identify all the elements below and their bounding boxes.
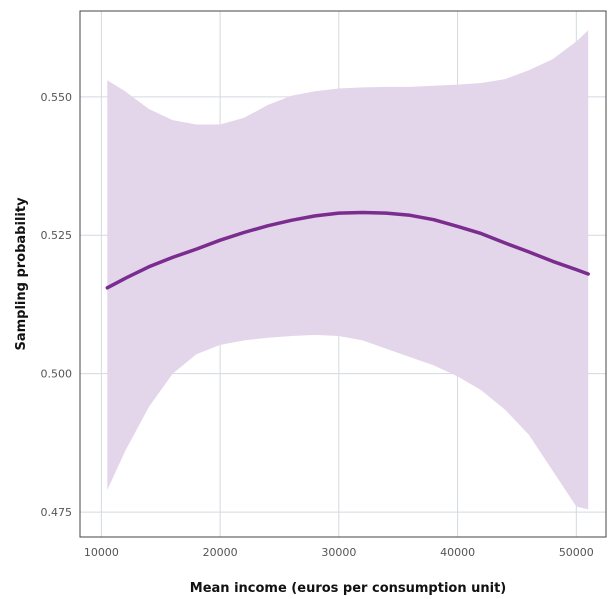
series-line [105, 210, 590, 290]
x-tick-label: 20000 [203, 546, 238, 559]
x-tick-label: 40000 [440, 546, 475, 559]
x-tick-label: 30000 [321, 546, 356, 559]
y-axis-title: Sampling probability [14, 197, 29, 351]
y-tick-label: 0.475 [41, 506, 73, 519]
x-tick-label: 10000 [84, 546, 119, 559]
x-tick-label: 50000 [559, 546, 594, 559]
confidence-band [107, 30, 589, 510]
y-tick-label: 0.550 [41, 91, 73, 104]
plot-frame [79, 10, 607, 538]
y-tick-label: 0.525 [41, 229, 73, 242]
x-tick-labels: 10000 20000 30000 40000 50000 [84, 546, 594, 559]
y-tick-labels: 0.475 0.500 0.525 0.550 [41, 91, 73, 519]
x-axis-title: Mean income (euros per consumption unit) [190, 581, 506, 596]
y-tick-label: 0.500 [41, 368, 73, 381]
